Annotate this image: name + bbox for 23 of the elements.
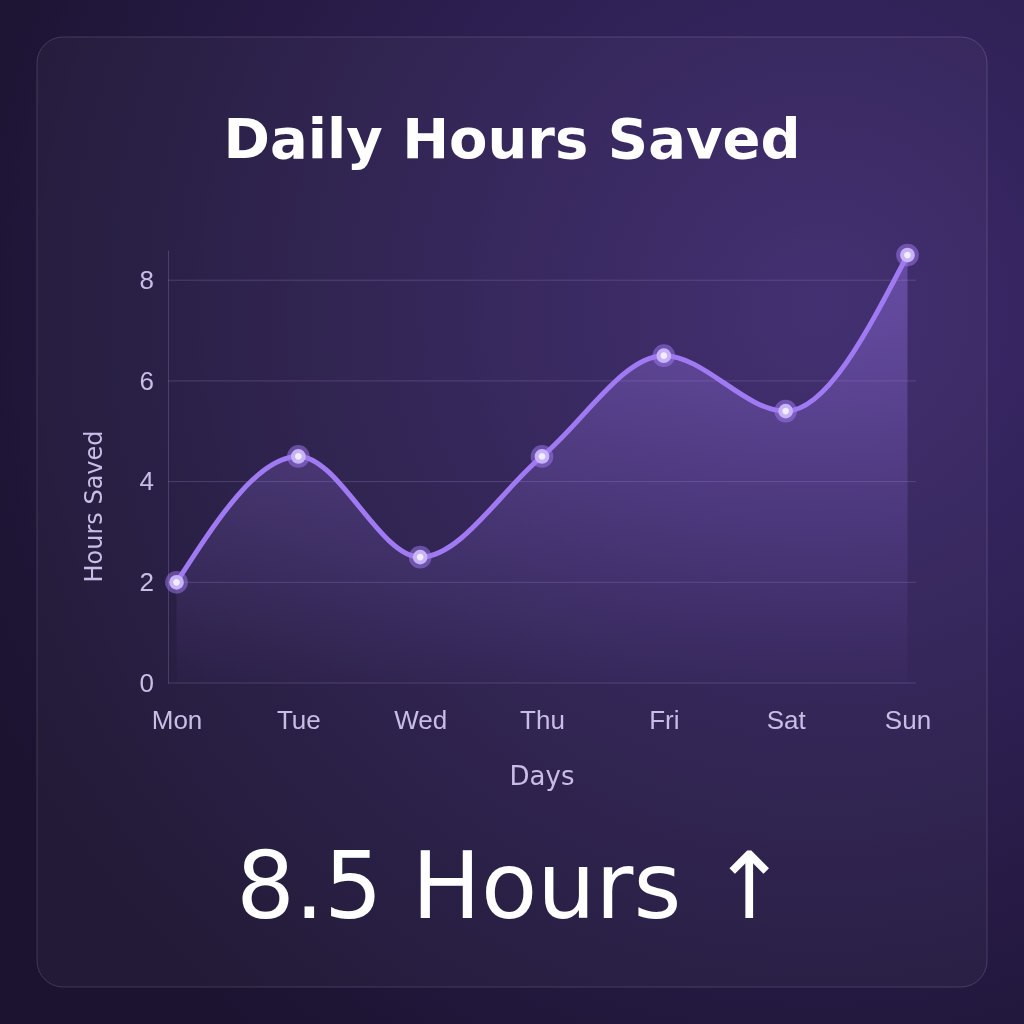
point <box>530 445 554 468</box>
point <box>408 545 432 569</box>
x-tick-label: Sat <box>766 705 807 736</box>
y-tick-label: 8 <box>139 265 154 296</box>
y-tick-label: 6 <box>139 365 154 396</box>
point <box>287 445 310 468</box>
y-axis-title: Hours Saved <box>80 430 108 583</box>
y-tick-label: 4 <box>139 466 154 497</box>
point <box>652 344 676 368</box>
text: 8.5 Hours ↑ <box>236 833 788 940</box>
x-tick-label: Tue <box>276 705 321 736</box>
x-tick-label: Wed <box>394 705 448 736</box>
point <box>774 399 797 423</box>
y-tick-label: 2 <box>139 567 154 598</box>
point <box>896 243 919 267</box>
chart-title: Daily Hours Saved <box>223 106 801 171</box>
x-tick-label: Mon <box>151 705 203 736</box>
point <box>165 570 188 594</box>
x-tick-label: Sun <box>884 705 932 736</box>
x-tick-label: Fri <box>649 705 680 736</box>
y-tick-label: 0 <box>139 667 154 698</box>
x-axis-title: Days <box>509 761 575 791</box>
x-tick-label: Thu <box>520 705 565 736</box>
